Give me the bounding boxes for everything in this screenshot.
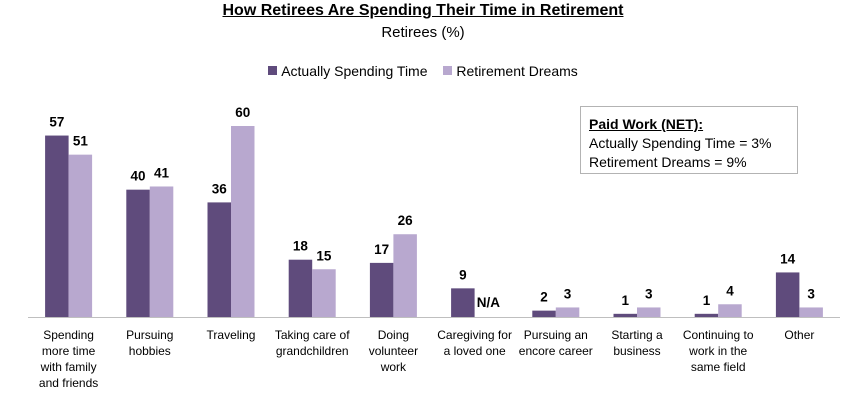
bar-actual-8: [694, 313, 719, 317]
legend-label-actual: Actually Spending Time: [281, 62, 428, 79]
bar-actual-2: [207, 202, 231, 317]
legend-swatch-actual: [268, 66, 278, 75]
note-title: Paid Work (NET):: [589, 116, 704, 132]
data-label-dreams-3: 15: [316, 248, 332, 263]
category-label-2: Traveling: [207, 328, 256, 342]
category-label-line: with family: [40, 360, 97, 374]
data-label-dreams-6: 3: [564, 286, 572, 301]
bar-actual-6: [532, 310, 556, 317]
data-label-actual-6: 2: [540, 290, 548, 305]
category-label-4: Doing volunteer work: [369, 328, 418, 374]
bar-dreams-4: [393, 234, 417, 317]
legend-item-dreams: Retirement Dreams: [443, 62, 578, 79]
data-label-dreams-7: 3: [645, 286, 653, 301]
bar-actual-3: [288, 259, 313, 317]
bar-actual-5: [451, 288, 475, 317]
bar-dreams-9: [799, 307, 823, 317]
category-label-line: a loved one: [444, 344, 506, 358]
category-label-line: encore career: [519, 344, 593, 358]
category-label-line: Continuing to: [683, 328, 754, 342]
category-label-line: volunteer: [369, 344, 418, 358]
category-label-line: Pursuing: [126, 328, 173, 342]
data-label-actual-5: 9: [459, 267, 467, 282]
data-label-actual-9: 14: [780, 251, 796, 266]
data-label-actual-0: 57: [49, 115, 64, 130]
paid-work-note-box: Paid Work (NET): Actually Spending Time …: [580, 106, 798, 174]
data-label-actual-2: 36: [212, 181, 228, 196]
category-label-line: and friends: [39, 376, 98, 390]
data-label-actual-3: 18: [293, 239, 309, 254]
chart-subtitle: Retirees (%): [381, 24, 465, 41]
data-label-dreams-9: 3: [807, 286, 815, 301]
category-label-line: work in the: [688, 344, 747, 358]
category-label-line: more time: [42, 344, 96, 358]
category-label-1: Pursuing hobbies: [126, 328, 173, 358]
category-label-line: hobbies: [129, 344, 171, 358]
category-label-line: Taking care of: [275, 328, 350, 342]
note-line-actual: Actually Spending Time = 3%: [589, 135, 772, 151]
category-label-line: Pursuing an: [524, 328, 588, 342]
category-label-line: work: [380, 360, 407, 374]
bar-actual-9: [775, 272, 800, 317]
bar-dreams-3: [312, 269, 336, 317]
chart-title: How Retirees Are Spending Their Time in …: [222, 2, 624, 19]
bar-actual-7: [613, 313, 637, 317]
bar-dreams-2: [231, 126, 255, 317]
data-label-dreams-8: 4: [726, 283, 734, 298]
category-label-line: grandchildren: [276, 344, 349, 358]
bar-actual-4: [369, 262, 394, 317]
bar-actual-0: [45, 135, 69, 317]
category-label-line: Caregiving for: [437, 328, 512, 342]
bar-dreams-8: [718, 304, 742, 317]
category-label-6: Pursuing an encore career: [519, 328, 593, 358]
note-line-dreams: Retirement Dreams = 9%: [589, 154, 747, 170]
category-label-3: Taking care of grandchildren: [275, 328, 350, 358]
legend-label-dreams: Retirement Dreams: [456, 62, 578, 79]
category-label-line: Doing: [378, 328, 409, 342]
data-label-dreams-1: 41: [154, 165, 170, 180]
data-label-dreams-5: N/A: [477, 295, 501, 310]
data-label-dreams-0: 51: [73, 134, 89, 149]
category-label-line: Spending: [43, 328, 94, 342]
category-label-line: Traveling: [207, 328, 256, 342]
data-label-actual-7: 1: [621, 293, 629, 308]
data-label-actual-8: 1: [703, 293, 711, 308]
category-label-0: Spending more time with family and friends: [39, 328, 98, 390]
category-label-9: Other: [784, 328, 814, 342]
category-label-line: same field: [691, 360, 746, 374]
data-label-actual-1: 40: [131, 169, 146, 184]
category-label-8: Continuing to work in the same field: [683, 328, 754, 374]
category-label-line: Starting a: [611, 328, 663, 342]
bar-actual-1: [126, 189, 150, 317]
legend-swatch-dreams: [443, 66, 453, 75]
data-label-dreams-2: 60: [235, 105, 250, 120]
data-label-dreams-4: 26: [398, 213, 414, 228]
bar-dreams-6: [555, 307, 580, 317]
category-label-5: Caregiving for a loved one: [437, 328, 512, 358]
data-label-actual-4: 17: [374, 242, 389, 257]
bar-dreams-7: [637, 307, 661, 317]
legend: Actually Spending Time Retirement Dreams: [0, 62, 846, 79]
legend-item-actual: Actually Spending Time: [268, 62, 428, 79]
category-label-line: business: [613, 344, 660, 358]
category-label-line: Other: [784, 328, 814, 342]
category-label-7: Starting a business: [611, 328, 663, 358]
bar-dreams-0: [68, 154, 93, 317]
bar-dreams-1: [149, 186, 174, 317]
